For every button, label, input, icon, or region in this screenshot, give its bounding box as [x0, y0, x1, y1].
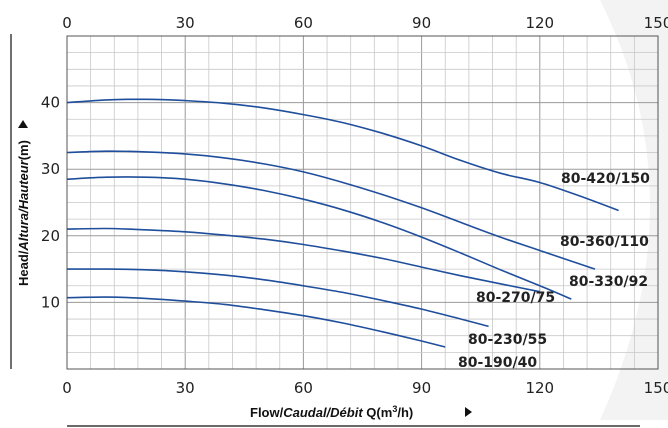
x-tick-label-bottom: 0 — [62, 379, 72, 397]
series-layer — [66, 98, 619, 348]
x-axis-label: Flow/Caudal/Débit Q(m3/h) — [250, 404, 413, 420]
x-tick-label-bottom: 150 — [644, 379, 668, 397]
x-tick-label-bottom: 90 — [412, 379, 431, 397]
curve-label: 80-230/55 — [468, 332, 547, 348]
grid — [66, 35, 659, 370]
x-tick-label-top: 0 — [62, 14, 72, 32]
y-axis-arrow-icon — [18, 120, 28, 128]
curve-label: 80-330/92 — [569, 274, 648, 290]
y-tick-label: 30 — [41, 160, 60, 178]
y-axis-label: Head/Altura/Hauteur(m) — [16, 140, 31, 286]
series-line-80-230-55 — [66, 268, 489, 328]
curve-labels: 80-420/150 80-360/110 80-330/92 80-270/75 80… — [458, 171, 650, 371]
curve-label: 80-190/40 — [458, 355, 537, 371]
y-tick-label: 40 — [41, 94, 60, 112]
tick-labels: 0 0 30 30 60 60 90 90 120 120 150 150 10 20 30 40 — [41, 14, 668, 397]
x-tick-label-bottom: 120 — [525, 379, 554, 397]
x-tick-label-top: 120 — [525, 14, 554, 32]
x-tick-label-bottom: 30 — [176, 379, 195, 397]
x-tick-label-top: 150 — [644, 14, 668, 32]
x-tick-label-top: 60 — [294, 14, 313, 32]
x-tick-label-top: 30 — [176, 14, 195, 32]
curve-label: 80-270/75 — [476, 290, 555, 306]
curve-label: 80-360/110 — [560, 234, 649, 250]
plot-area-border — [66, 35, 659, 370]
x-tick-label-bottom: 60 — [294, 379, 313, 397]
x-tick-label-top: 90 — [412, 14, 431, 32]
series-line-80-270-75 — [66, 227, 540, 293]
y-tick-label: 20 — [41, 227, 60, 245]
series-line-80-420-150 — [66, 98, 619, 212]
series-line-80-190-40 — [66, 296, 446, 348]
watermark-shape — [600, 0, 668, 420]
y-tick-label: 10 — [41, 293, 60, 311]
x-axis-arrow-icon — [465, 407, 472, 417]
series-line-80-330-92 — [66, 176, 572, 300]
series-line-80-360-110 — [66, 150, 596, 270]
curve-label: 80-420/150 — [561, 171, 650, 187]
